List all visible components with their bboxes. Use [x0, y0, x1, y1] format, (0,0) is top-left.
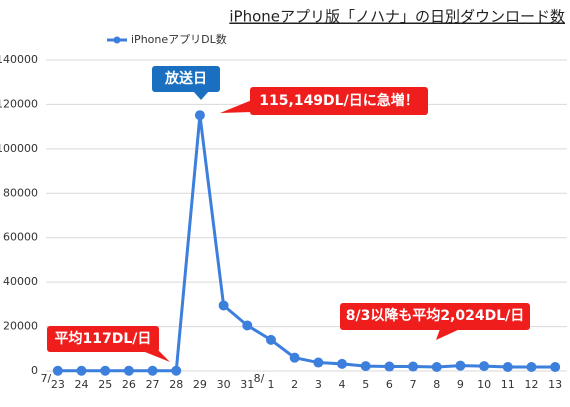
- series-line: [57, 115, 556, 373]
- annotation: 8/3以降も平均2,024DL/日: [346, 307, 525, 324]
- data-point: [76, 365, 87, 376]
- callout-peak: 115,149DL/日に急増！: [220, 87, 428, 115]
- callout-after: 8/3以降も平均2,024DL/日: [340, 303, 530, 340]
- annotation: 平均117DL/日: [55, 330, 152, 347]
- data-point: [384, 361, 395, 372]
- data-point: [289, 352, 300, 363]
- y-tick-label: 0: [31, 364, 38, 377]
- data-point: [455, 360, 466, 371]
- x-tick-label: 9: [457, 378, 464, 391]
- x-tick-label: 31: [240, 378, 254, 391]
- data-point: [550, 362, 561, 373]
- data-point: [171, 365, 182, 376]
- x-tick-label: 12: [524, 378, 538, 391]
- x-tick-label: 10: [477, 378, 491, 391]
- y-tick-label: 40000: [3, 275, 38, 288]
- data-point: [52, 365, 63, 376]
- data-point: [313, 357, 324, 368]
- y-tick-label: 100000: [0, 142, 38, 155]
- x-tick-label: 26: [122, 378, 136, 391]
- x-tick-label: 5: [362, 378, 369, 391]
- x-tick-label: 4: [339, 378, 346, 391]
- x-tick-label: 30: [217, 378, 231, 391]
- x-tick-label: 28: [169, 378, 183, 391]
- x-tick-label: 8/1: [254, 372, 275, 391]
- legend-marker: [113, 36, 121, 44]
- x-tick-label: 7: [410, 378, 417, 391]
- chart-title: iPhoneアプリ版「ノハナ」の日別ダウンロード数: [229, 8, 565, 26]
- data-point: [194, 110, 205, 121]
- x-tick-label: 7/23: [40, 372, 64, 391]
- data-point: [502, 362, 513, 373]
- x-tick-label: 11: [501, 378, 515, 391]
- data-point: [360, 361, 371, 372]
- data-point: [479, 361, 490, 372]
- x-tick-label: 3: [315, 378, 322, 391]
- callout-broadcast: 放送日: [152, 66, 220, 100]
- annotation: 115,149DL/日に急増！: [259, 92, 418, 109]
- x-tick-label: 27: [146, 378, 160, 391]
- y-tick-label: 60000: [3, 231, 38, 244]
- data-point: [431, 362, 442, 373]
- y-tick-label: 120000: [0, 97, 38, 110]
- x-tick-label: 2: [291, 378, 298, 391]
- y-tick-label: 80000: [3, 186, 38, 199]
- data-point: [408, 361, 419, 372]
- x-tick-label: 24: [75, 378, 89, 391]
- x-tick-label: 8: [433, 378, 440, 391]
- data-point: [526, 362, 537, 373]
- x-tick-label: 25: [98, 378, 112, 391]
- data-point: [218, 300, 229, 311]
- legend-label: iPhoneアプリDL数: [131, 33, 227, 46]
- callout-before: 平均117DL/日: [47, 326, 170, 362]
- data-point: [265, 334, 276, 345]
- x-tick-label: 13: [548, 378, 562, 391]
- y-tick-label: 20000: [3, 320, 38, 333]
- plot: 0 20000 40000 60000 80000 100000 120000 140000 7…: [0, 33, 567, 391]
- x-tick-label: 29: [193, 378, 207, 391]
- x-tick-label: 6: [386, 378, 393, 391]
- data-point: [147, 365, 158, 376]
- data-point: [337, 358, 348, 369]
- data-point: [123, 365, 134, 376]
- data-point: [242, 320, 253, 331]
- data-point: [100, 365, 111, 376]
- y-tick-label: 140000: [0, 53, 38, 66]
- annotation: 放送日: [164, 70, 207, 87]
